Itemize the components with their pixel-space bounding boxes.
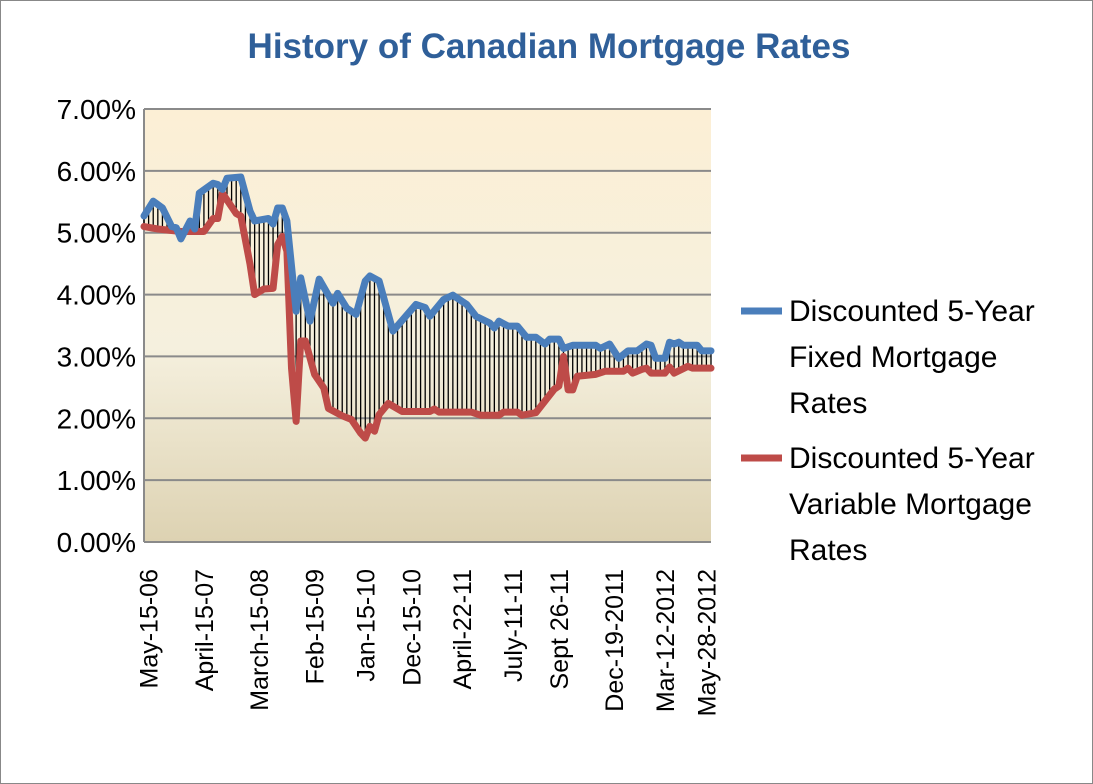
legend-label: Discounted 5-Year (789, 442, 1035, 475)
y-tick-label: 1.00% (57, 465, 136, 496)
x-tick-label: Dec-15-10 (398, 569, 426, 686)
x-tick-label: April-22-11 (449, 569, 477, 689)
y-tick-label: 5.00% (57, 218, 136, 249)
legend-label: Rates (789, 387, 867, 420)
x-tick-label: July-11-11 (500, 569, 528, 682)
series-line-fixed (140, 173, 715, 362)
legend-label: Rates (789, 534, 867, 567)
y-tick-label: 3.00% (57, 341, 136, 372)
legend-label: Fixed Mortgage (789, 341, 997, 374)
legend-label: Variable Mortgage (789, 488, 1032, 521)
x-tick-label: Jan-15-10 (352, 569, 380, 682)
x-tick-label: March-15-08 (246, 569, 274, 711)
y-tick-label: 7.00% (57, 94, 136, 125)
x-tick-label: May-15-06 (136, 569, 164, 689)
x-tick-label: Feb-15-09 (302, 569, 330, 684)
x-tick-label: May-28-2012 (693, 569, 721, 716)
x-tick-label: Mar-12-2012 (652, 569, 680, 712)
x-tick-label: Dec-19-2011 (601, 569, 629, 712)
x-tick-label: Sept 26-11 (546, 569, 574, 689)
y-tick-label: 2.00% (57, 403, 136, 434)
y-tick-label: 0.00% (57, 527, 136, 558)
series-line-variable (140, 189, 715, 442)
plot-area (144, 109, 711, 542)
y-tick-label: 6.00% (57, 156, 136, 187)
legend-label: Discounted 5-Year (789, 295, 1035, 328)
y-tick-label: 4.00% (57, 280, 136, 311)
chart-title: History of Canadian Mortgage Rates (248, 27, 851, 66)
x-tick-label: April-15-07 (191, 569, 219, 691)
